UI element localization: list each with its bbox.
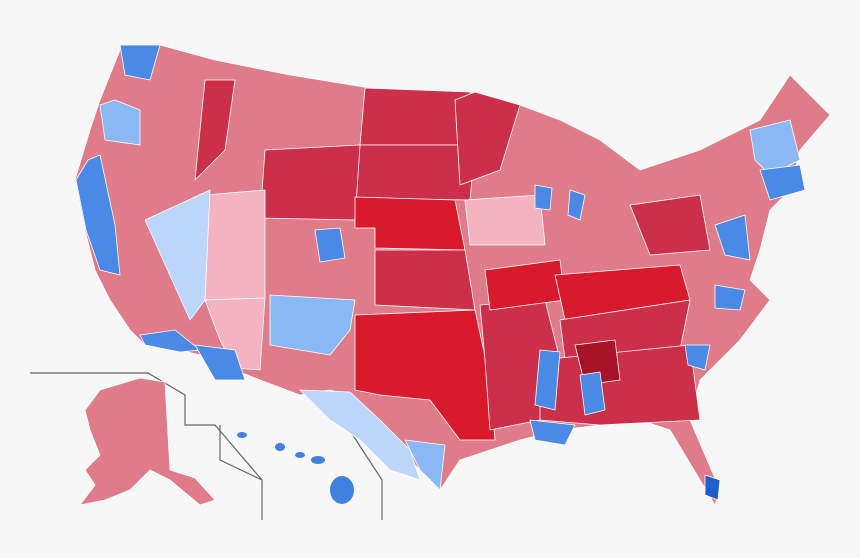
districts: [75, 44, 806, 501]
alaska: [79, 377, 216, 506]
hawaii: [237, 432, 354, 504]
